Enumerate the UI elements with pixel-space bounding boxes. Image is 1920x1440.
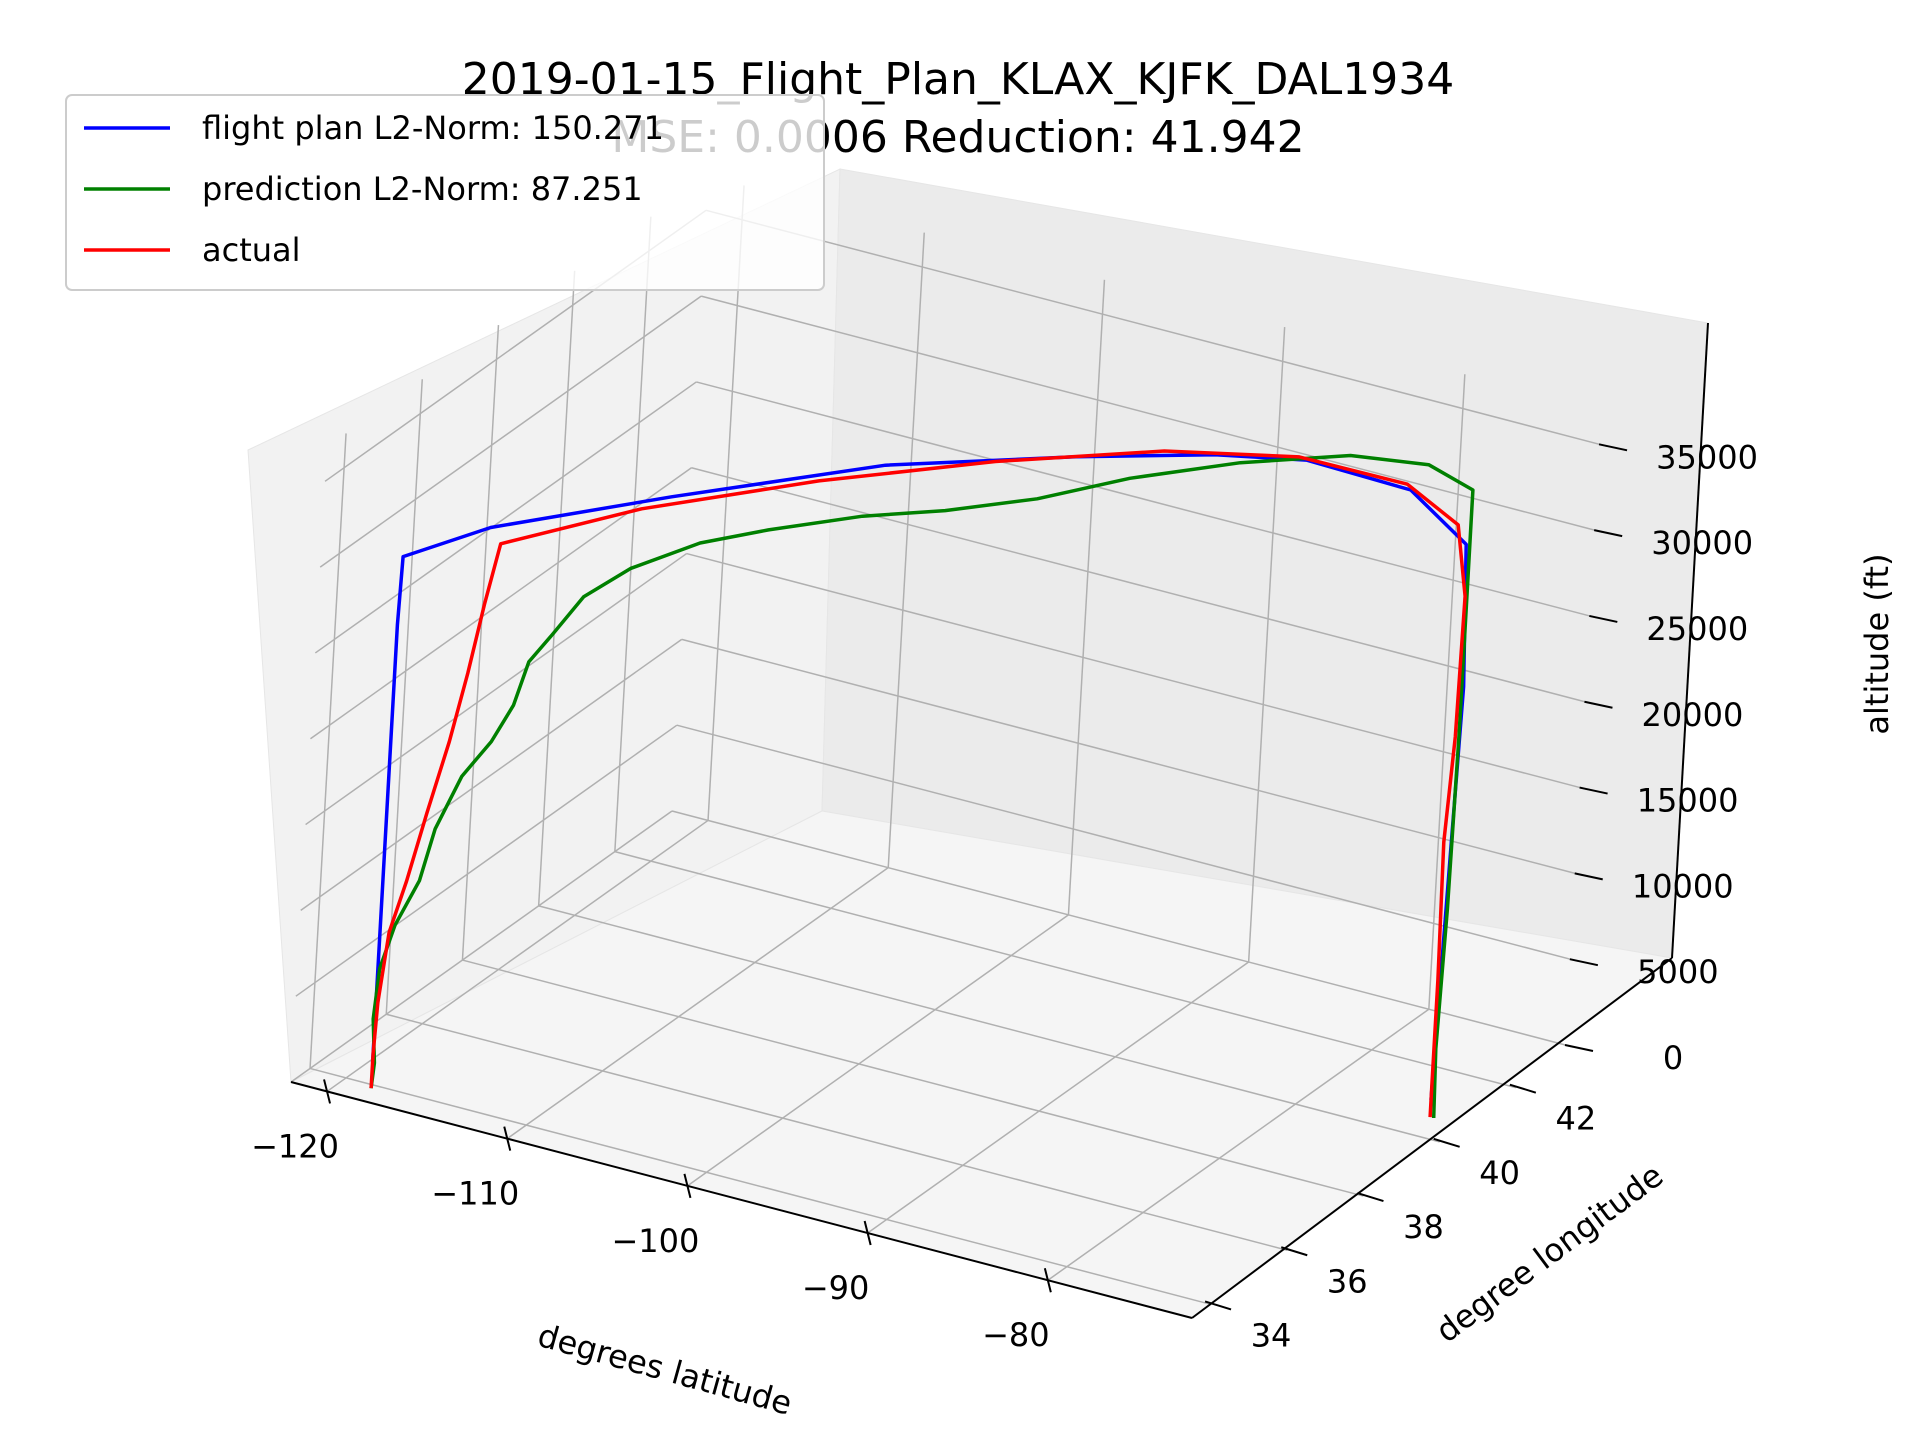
z-tick-label: 20000 [1642,696,1744,734]
grid-line-y-floor [309,1067,1212,1306]
grid-line-z-left [314,381,697,654]
y-tick-mark [1204,1300,1232,1311]
y-tick-mark [1357,1192,1384,1203]
grid-line-z-back [681,638,1583,877]
z-tick-mark [1593,529,1623,538]
z-tick-mark [1584,700,1613,709]
grid-line-z-back [700,295,1603,533]
x-tick-label: −80 [982,1316,1050,1354]
series-line-3 [369,449,1467,1118]
x-axis-line [290,1081,1193,1319]
grid-line-x-floor [1047,1008,1430,1281]
grid-line-x-floor [326,819,709,1093]
legend: flight plan L2-Norm: 150.271 prediction L… [65,94,825,291]
legend-label-2: prediction L2-Norm: 87.251 [202,170,643,208]
axis-ticks: −120 −110 −100 −90 −80 34 36 38 40 42 0 5000 10000 15… [251,438,1758,1354]
grid-line-z-back [676,724,1579,962]
y-tick-label: 36 [1327,1262,1368,1300]
legend-box [65,94,825,291]
grid-line-y-left [461,325,500,961]
grid-line-y-floor [462,959,1364,1197]
z-tick-mark [1574,872,1603,881]
z-tick-label: 10000 [1632,867,1734,905]
z-tick-mark [1569,958,1599,967]
z-tick-label: 15000 [1637,782,1739,820]
z-tick-label: 5000 [1637,953,1718,991]
z-tick-label: 0 [1663,1039,1683,1077]
grid-line-y-floor [386,1013,1288,1251]
y-tick-mark [1509,1083,1537,1094]
grid-line-x-floor [867,961,1250,1234]
grid-line-x-back [887,232,925,868]
grid-line-z-left [295,724,678,997]
y-tick-label: 42 [1555,1100,1596,1138]
grid-line-y-left [385,379,423,1015]
grid-line-x-floor [506,867,889,1140]
grid-line-z-back [671,810,1574,1048]
x-tick-mark [683,1173,692,1199]
z-axis-label: altitude (ft) [1858,553,1896,734]
grid-line-z-back [705,209,1608,448]
grid-line-x-floor [687,914,1069,1187]
axis-lines [290,322,1709,1319]
grid-line-y-floor [614,850,1517,1089]
data-series [369,449,1475,1119]
x-tick-label: −110 [431,1175,519,1213]
grid-line-y-floor [538,905,1440,1143]
z-tick-mark [1598,443,1628,452]
z-tick-label: 35000 [1656,438,1758,476]
x-tick-label: −120 [251,1127,339,1165]
grid-line-z-back [686,552,1588,791]
grid-line-y-left [309,433,347,1069]
grid-lines [290,185,1608,1306]
grid-line-x-back [1067,279,1106,915]
x-tick-mark [863,1220,872,1246]
y-axis-line [1191,957,1673,1319]
grid-line-y-left [614,216,652,852]
x-tick-mark [1043,1267,1052,1293]
y-tick-label: 34 [1251,1316,1292,1354]
y-tick-label: 38 [1403,1208,1444,1246]
z-tick-label: 25000 [1646,610,1748,648]
z-tick-mark [1564,1044,1594,1052]
z-tick-mark [1579,786,1608,795]
grid-line-z-left [305,552,688,826]
x-tick-label: −90 [802,1269,870,1307]
y-tick-mark [1433,1137,1460,1148]
grid-line-y-left [537,270,576,906]
legend-label-3: actual [202,231,301,269]
x-tick-mark [323,1079,332,1104]
x-tick-label: −100 [611,1222,699,1260]
grid-line-x-back [707,185,745,821]
y-tick-mark [1280,1246,1308,1257]
grid-line-z-left [300,638,683,911]
series-line-2 [369,453,1475,1119]
legend-label-1: flight plan L2-Norm: 150.271 [202,109,664,147]
z-tick-mark [1589,614,1618,623]
grid-line-z-back [696,381,1598,619]
grid-line-z-left [319,295,702,568]
grid-line-z-left [290,810,673,1083]
y-tick-label: 40 [1479,1154,1520,1192]
z-axis-line [1671,322,1709,959]
grid-line-x-back [1247,326,1286,963]
x-tick-mark [503,1126,512,1151]
z-tick-label: 30000 [1651,524,1753,562]
grid-line-z-back [691,467,1593,705]
